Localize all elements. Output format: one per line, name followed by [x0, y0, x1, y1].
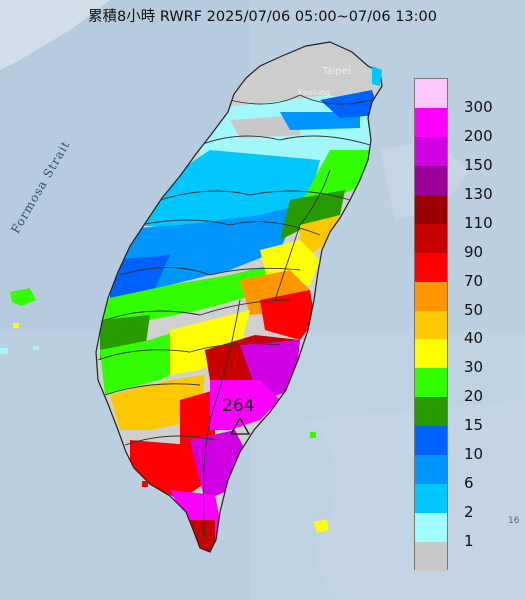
place-label-taipei: Taipei: [322, 66, 351, 77]
county-boundaries: [97, 94, 373, 541]
legend-swatch: [415, 542, 447, 571]
legend-label: 20: [464, 387, 484, 406]
legend-label: 10: [464, 445, 484, 464]
legend-swatch: [415, 310, 447, 340]
map-title: 累積8小時 RWRF 2025/07/06 05:00~07/06 13:00: [88, 9, 437, 25]
legend-swatch: [415, 194, 447, 224]
legend-swatch: [415, 107, 447, 137]
legend-swatch: [415, 252, 447, 282]
legend-color-bar: [414, 78, 448, 571]
legend-label: 90: [464, 242, 484, 261]
max-rainfall-value: 264: [222, 396, 255, 416]
legend-label: 2: [464, 503, 474, 522]
legend-label: 130: [464, 184, 493, 203]
max-rainfall-triangle-icon: [229, 416, 251, 435]
legend-swatch: [415, 339, 447, 369]
legend-label: 6: [464, 474, 474, 493]
legend-swatch: [415, 397, 447, 427]
legend-swatch: [415, 484, 447, 514]
legend-swatch: [415, 368, 447, 398]
legend-swatch: [415, 455, 447, 485]
legend-label: 30: [464, 358, 484, 377]
island-outline: [95, 41, 383, 553]
legend-swatch: [415, 426, 447, 456]
legend-label: 110: [464, 213, 493, 232]
legend-label: 15: [464, 416, 484, 435]
place-label-keelung: Keelung: [298, 88, 331, 97]
legend-swatch: [415, 165, 447, 195]
legend-swatch: [415, 513, 447, 542]
legend-label: 200: [464, 126, 493, 145]
color-legend: 300 200 150 130 110 90 70 50 40 30 20 15 10 6 2 1: [414, 78, 518, 571]
edge-label: 16: [508, 516, 520, 526]
legend-label: 1: [464, 532, 474, 551]
legend-swatch: [415, 79, 447, 108]
offshore-islands: [0, 66, 382, 533]
legend-label: 150: [464, 155, 493, 174]
legend-label: 40: [464, 329, 484, 348]
legend-swatch: [415, 281, 447, 311]
legend-label: 70: [464, 271, 484, 290]
legend-label: 300: [464, 97, 493, 116]
legend-label: 50: [464, 300, 484, 319]
legend-swatch: [415, 223, 447, 253]
legend-swatch: [415, 136, 447, 166]
